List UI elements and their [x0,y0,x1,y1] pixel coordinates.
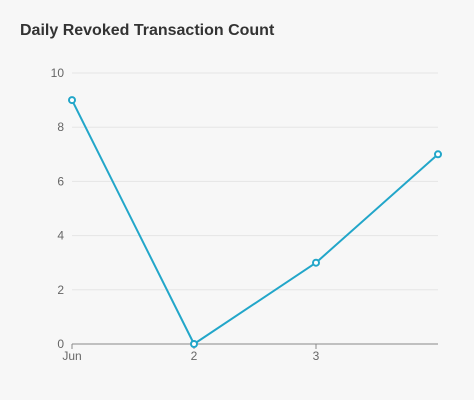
y-tick-label-1: 2 [57,283,64,297]
x-tick-label-2: 3 [313,349,320,363]
x-tick-label-1: 2 [191,349,198,363]
y-tick-label-0: 0 [57,337,64,351]
data-point-0-1[interactable] [190,340,198,348]
series-line-0 [71,99,439,345]
y-tick-label-3: 6 [57,174,64,188]
x-tick-label-0: Jun [62,349,81,363]
y-tick-label-4: 8 [57,120,64,134]
chart-title: Daily Revoked Transaction Count [20,22,275,39]
series-layer [68,96,442,348]
data-point-0-3[interactable] [434,150,442,159]
y-tick-label-2: 4 [57,229,64,243]
data-point-0-0[interactable] [68,96,76,105]
y-tick-label-5: 10 [51,66,65,80]
tick-labels: 0 2 4 6 8 10 Jun 2 3 [51,66,320,363]
grid-lines [72,72,438,291]
axes [71,343,438,349]
data-point-0-2[interactable] [312,258,320,267]
